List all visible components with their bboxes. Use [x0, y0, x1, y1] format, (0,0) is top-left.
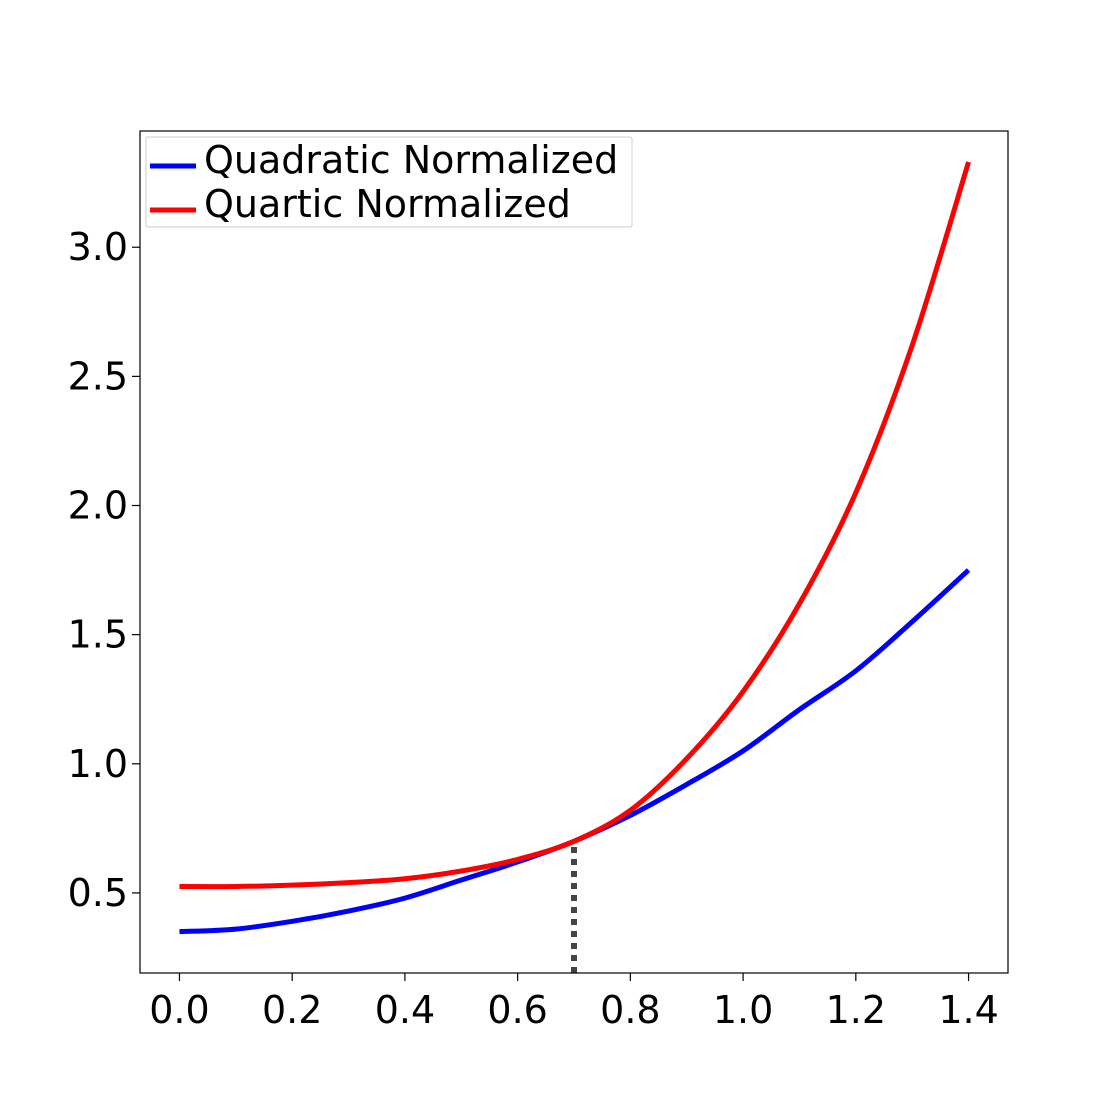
series-line-quartic: [179, 161, 971, 890]
y-tick-label: 0.5: [68, 871, 128, 915]
x-tick-label: 1.0: [713, 988, 773, 1032]
legend-label: Quartic Normalized: [204, 182, 571, 226]
x-axis: 0.0 0.2 0.4 0.6 0.8 1.0 1.2 1.4: [149, 973, 999, 1032]
y-tick-label: 1.0: [68, 742, 128, 786]
axes-frame: [139, 130, 1009, 974]
legend-label: Quadratic Normalized: [204, 138, 618, 182]
x-tick-label: 0.6: [487, 988, 547, 1032]
x-tick-label: 0.8: [600, 988, 660, 1032]
y-axis: 0.5 1.0 1.5 2.0 2.5 3.0: [68, 225, 140, 915]
legend-box: [145, 136, 633, 228]
y-tick-label: 2.5: [68, 354, 128, 398]
x-tick-label: 0.2: [262, 988, 322, 1032]
y-tick-label: 2.0: [68, 484, 128, 528]
curves-layer: [179, 161, 971, 973]
x-tick-label: 1.2: [826, 988, 886, 1032]
x-tick-label: 1.4: [938, 988, 998, 1032]
y-tick-label: 1.5: [68, 613, 128, 657]
y-tick-label: 3.0: [68, 225, 128, 269]
x-tick-label: 0.0: [149, 988, 209, 1032]
plot-area: [140, 131, 1008, 973]
x-tick-label: 0.4: [375, 988, 435, 1032]
